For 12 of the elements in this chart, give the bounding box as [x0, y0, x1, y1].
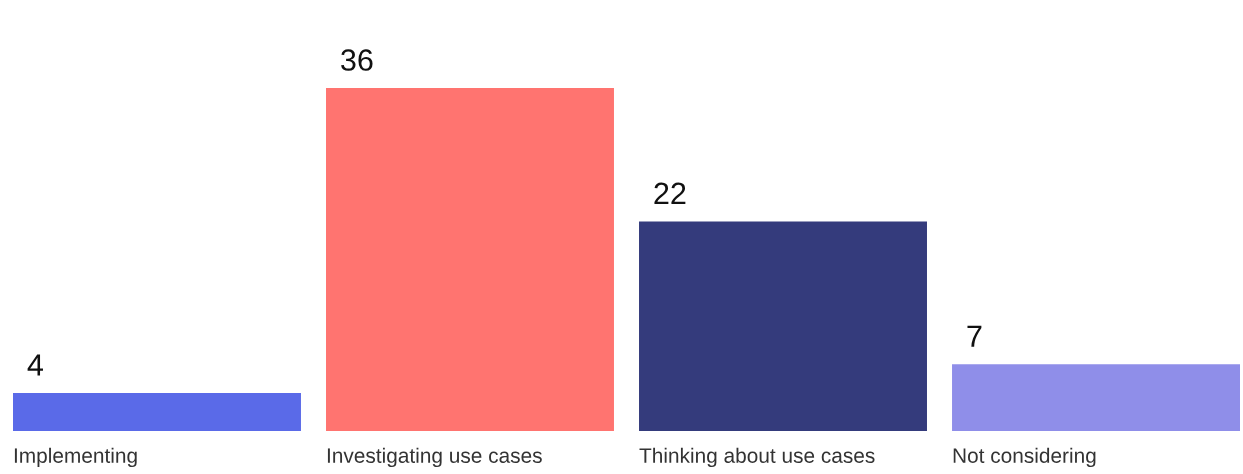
x-tick-label: Implementing	[14, 447, 137, 468]
bar	[952, 364, 1240, 431]
data-label: 7	[967, 325, 982, 347]
data-label: 22	[654, 182, 686, 204]
bar	[639, 221, 927, 431]
bar	[13, 392, 301, 431]
x-tick-label: Investigating use cases	[327, 447, 542, 468]
x-tick-label: Thinking about use cases	[639, 447, 875, 468]
data-label: 4	[27, 354, 43, 376]
data-label: 36	[341, 49, 373, 71]
bar	[326, 88, 614, 431]
x-tick-label: Not considering	[953, 447, 1096, 468]
